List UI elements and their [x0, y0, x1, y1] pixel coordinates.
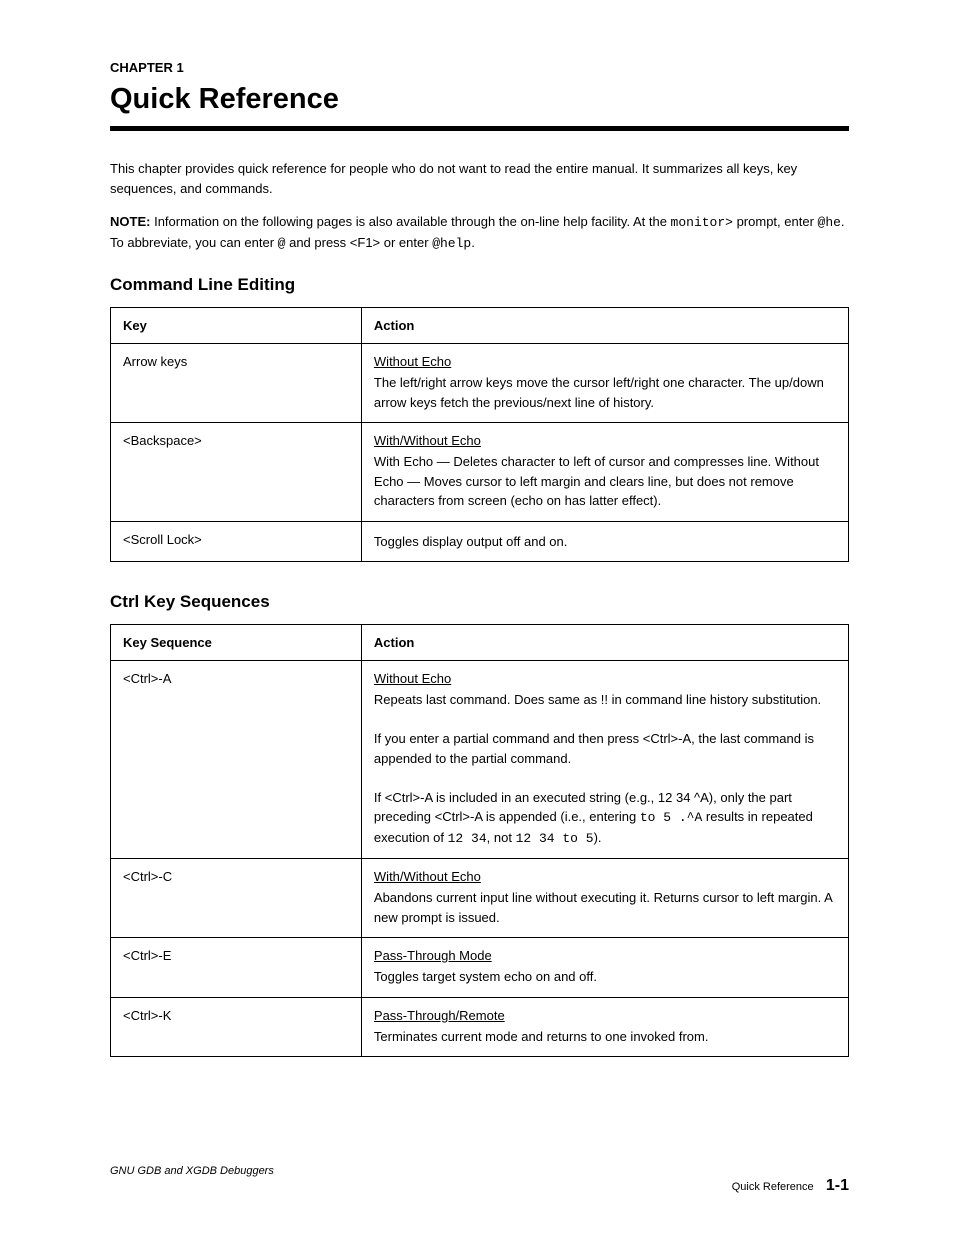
cell-action: Without Echo The left/right arrow keys m… — [361, 344, 848, 423]
note-text: . — [471, 235, 475, 250]
cell-subhead: With/Without Echo — [374, 433, 836, 448]
cell-key: <Ctrl>-C — [111, 859, 362, 938]
cell-subhead: With/Without Echo — [374, 869, 836, 884]
chapter-title: Quick Reference — [110, 83, 849, 116]
section-header-ctrl: Ctrl Key Sequences — [110, 592, 849, 612]
cell-body: Terminates current mode and returns to o… — [374, 1029, 709, 1044]
note-mono-cmd: @he — [818, 215, 841, 230]
table-row: <Ctrl>-E Pass-Through Mode Toggles targe… — [111, 938, 849, 998]
note-paragraph: NOTE: Information on the following pages… — [110, 212, 849, 253]
col-key-sequence: Key Sequence — [111, 625, 362, 661]
cell-key: <Backspace> — [111, 423, 362, 522]
cell-key: <Ctrl>-K — [111, 997, 362, 1057]
note-mono-help: @help — [432, 236, 471, 251]
note-label: NOTE: — [110, 214, 150, 229]
cell-action: With/Without Echo With Echo — Deletes ch… — [361, 423, 848, 522]
cell-key: <Ctrl>-A — [111, 661, 362, 859]
cell-action: Toggles display output off and on. — [361, 521, 848, 562]
table-header-row: Key Action — [111, 308, 849, 344]
intro-paragraph: This chapter provides quick reference fo… — [110, 159, 849, 198]
table-row: <Scroll Lock> Toggles display output off… — [111, 521, 849, 562]
section-header-editing: Command Line Editing — [110, 275, 849, 295]
footer-doc-title: GNU GDB and XGDB Debuggers — [110, 1165, 849, 1177]
table-row: <Ctrl>-K Pass-Through/Remote Terminates … — [111, 997, 849, 1057]
footer-page-number: 1-1 — [826, 1177, 849, 1194]
cell-body: Abandons current input line without exec… — [374, 890, 832, 925]
note-text: Information on the following pages is al… — [154, 214, 670, 229]
cell-body: With Echo — Deletes character to left of… — [374, 454, 819, 508]
cell-body: Repeats last command. Does same as !! in… — [374, 692, 821, 845]
col-action: Action — [361, 308, 848, 344]
cell-body: Toggles display output off and on. — [374, 534, 567, 549]
table-row: Arrow keys Without Echo The left/right a… — [111, 344, 849, 423]
footer-left: GNU GDB and XGDB Debuggers — [110, 1165, 849, 1177]
cell-action: Pass-Through/Remote Terminates current m… — [361, 997, 848, 1057]
cell-body: Toggles target system echo on and off. — [374, 969, 597, 984]
table-row: <Backspace> With/Without Echo With Echo … — [111, 423, 849, 522]
cell-action: Without Echo Repeats last command. Does … — [361, 661, 848, 859]
note-text: and press <F1> or enter — [285, 235, 432, 250]
chapter-label: CHAPTER 1 — [110, 60, 849, 75]
page-footer: GNU GDB and XGDB Debuggers Quick Referen… — [110, 1165, 849, 1195]
cell-subhead: Pass-Through/Remote — [374, 1008, 836, 1023]
title-rule — [110, 126, 849, 131]
footer-section-ref: Quick Reference — [732, 1181, 814, 1193]
cell-key: Arrow keys — [111, 344, 362, 423]
footer-right: Quick Reference 1-1 — [732, 1177, 849, 1195]
col-key: Key — [111, 308, 362, 344]
ctrl-key-table: Key Sequence Action <Ctrl>-A Without Ech… — [110, 624, 849, 1057]
cell-action: With/Without Echo Abandons current input… — [361, 859, 848, 938]
cell-subhead: Without Echo — [374, 354, 836, 369]
page-container: CHAPTER 1 Quick Reference This chapter p… — [0, 0, 954, 1235]
cell-subhead: Pass-Through Mode — [374, 948, 836, 963]
table-row: <Ctrl>-A Without Echo Repeats last comma… — [111, 661, 849, 859]
col-action: Action — [361, 625, 848, 661]
cell-key: <Scroll Lock> — [111, 521, 362, 562]
command-line-editing-table: Key Action Arrow keys Without Echo The l… — [110, 307, 849, 562]
cell-action: Pass-Through Mode Toggles target system … — [361, 938, 848, 998]
table-header-row: Key Sequence Action — [111, 625, 849, 661]
table-row: <Ctrl>-C With/Without Echo Abandons curr… — [111, 859, 849, 938]
cell-body: The left/right arrow keys move the curso… — [374, 375, 824, 410]
note-text: prompt, enter — [733, 214, 818, 229]
cell-key: <Ctrl>-E — [111, 938, 362, 998]
note-mono-prompt: monitor> — [671, 215, 733, 230]
cell-subhead: Without Echo — [374, 671, 836, 686]
